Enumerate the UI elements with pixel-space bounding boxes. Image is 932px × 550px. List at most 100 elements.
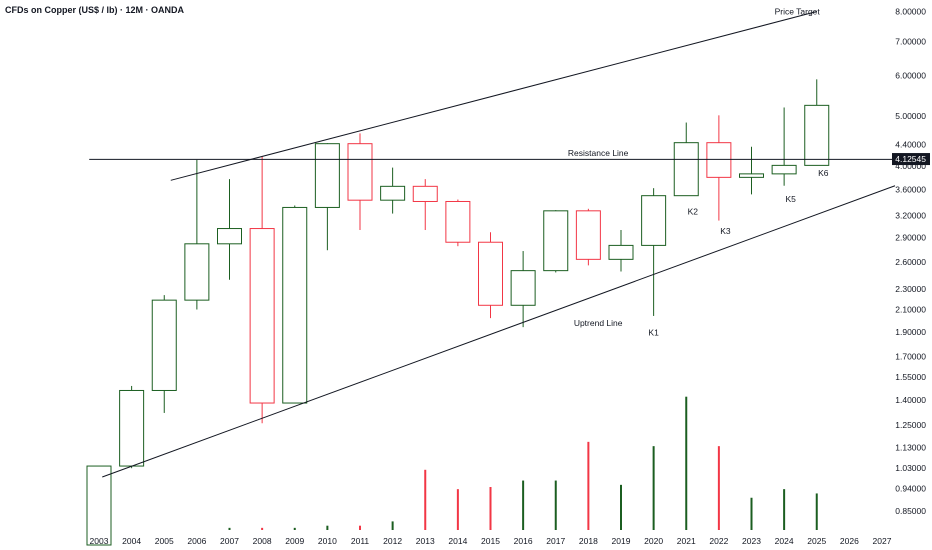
x-tick-2018: 2018 (579, 536, 598, 546)
y-tick-7.00000: 7.00000 (895, 36, 926, 46)
x-tick-2013: 2013 (416, 536, 435, 546)
volume-bar-2024 (783, 489, 786, 530)
candle-body-2009 (282, 206, 308, 404)
candle-body-2008 (249, 228, 275, 404)
y-tick-3.60000: 3.60000 (895, 184, 926, 194)
annotation-k1: K1 (648, 327, 659, 337)
x-tick-2019: 2019 (612, 536, 631, 546)
x-tick-2007: 2007 (220, 536, 239, 546)
candle-body-2003 (86, 465, 112, 546)
volume-bar-2009 (293, 527, 296, 530)
y-tick-2.60000: 2.60000 (895, 257, 926, 267)
x-tick-2008: 2008 (253, 536, 272, 546)
y-tick-3.20000: 3.20000 (895, 211, 926, 221)
x-tick-2020: 2020 (644, 536, 663, 546)
trend-lines (89, 11, 896, 478)
volume-bar-2010 (326, 525, 329, 530)
current-price-label: 4.12545 (895, 154, 926, 164)
annotation-price-target: Price Target (775, 6, 821, 16)
candle-body-2021 (673, 142, 699, 197)
x-tick-2015: 2015 (481, 536, 500, 546)
candle-body-2016 (510, 270, 536, 306)
volume-bar-2020 (652, 446, 655, 530)
candle-body-2005 (151, 299, 177, 391)
x-tick-2014: 2014 (448, 536, 467, 546)
x-tick-2016: 2016 (514, 536, 533, 546)
volume-bar-2007 (228, 527, 231, 530)
candle-body-2004 (119, 389, 145, 467)
x-tick-2023: 2023 (742, 536, 761, 546)
candle-body-2025 (804, 104, 830, 166)
y-tick-1.03000: 1.03000 (895, 463, 926, 473)
x-tick-2025: 2025 (807, 536, 826, 546)
x-tick-2005: 2005 (155, 536, 174, 546)
y-tick-1.25000: 1.25000 (895, 420, 926, 430)
volume-bar-2019 (620, 484, 622, 530)
y-tick-1.90000: 1.90000 (895, 327, 926, 337)
y-tick-0.85000: 0.85000 (895, 506, 926, 516)
volume-bar-2011 (359, 525, 361, 530)
candle-body-2013 (412, 185, 438, 202)
x-tick-2021: 2021 (677, 536, 696, 546)
current-price-badge (892, 153, 930, 166)
y-tick-6.00000: 6.00000 (895, 71, 926, 81)
x-tick-2009: 2009 (285, 536, 304, 546)
annotation-k6: K6 (818, 168, 829, 178)
x-tick-2024: 2024 (775, 536, 794, 546)
chart-title: CFDs on Copper (US$ / lb) · 12M · OANDA (5, 5, 185, 15)
x-tick-2022: 2022 (709, 536, 728, 546)
volume-bar-2018 (587, 441, 590, 530)
candle-body-2015 (478, 241, 503, 306)
y-tick-1.13000: 1.13000 (895, 443, 926, 453)
candle-body-2006 (184, 243, 210, 301)
volume-bar-2008 (261, 527, 264, 530)
x-tick-2026: 2026 (840, 536, 859, 546)
x-tick-2003: 2003 (90, 536, 109, 546)
y-tick-5.00000: 5.00000 (895, 111, 926, 121)
y-tick-4.40000: 4.40000 (895, 140, 926, 150)
x-axis: 2003 2004 2005 2006 2007 2008 2009 2010 2011 2012… (90, 536, 892, 546)
x-tick-2017: 2017 (546, 536, 565, 546)
y-tick-1.70000: 1.70000 (895, 352, 926, 362)
volume-bar-2016 (522, 480, 525, 530)
candle-body-2012 (380, 185, 406, 201)
candles (86, 79, 830, 546)
y-tick-0.94000: 0.94000 (895, 484, 926, 494)
y-axis: 8.00000 7.00000 6.00000 5.00000 4.40000 4.000… (892, 7, 930, 516)
candle-body-2011 (347, 143, 373, 201)
candle-body-2019 (608, 244, 634, 260)
candle-body-2018 (575, 210, 601, 260)
annotation-resistance-line: Resistance Line (568, 148, 629, 158)
y-tick-2.90000: 2.90000 (895, 233, 926, 243)
x-tick-2012: 2012 (383, 536, 402, 546)
annotation-k5: K5 (785, 194, 796, 204)
annotation-k3: K3 (720, 226, 731, 236)
y-tick-1.40000: 1.40000 (895, 395, 926, 405)
volume-bar-2015 (489, 487, 492, 530)
x-tick-2010: 2010 (318, 536, 337, 546)
x-tick-2006: 2006 (187, 536, 206, 546)
candle-body-2007 (217, 228, 242, 245)
y-tick-8.00000: 8.00000 (895, 7, 926, 17)
y-tick-2.30000: 2.30000 (895, 284, 926, 294)
candle-body-2024 (771, 164, 797, 175)
volume-bar-2022 (717, 446, 720, 530)
volume-bar-2012 (391, 521, 394, 530)
volume-bars (228, 396, 818, 530)
x-tick-2011: 2011 (351, 536, 370, 546)
volume-bar-2017 (554, 480, 557, 530)
annotations: Price Target Resistance Line Uptrend Line K… (568, 6, 829, 337)
volume-bar-2021 (685, 396, 688, 530)
candle-body-2023 (739, 173, 764, 178)
trend-upper-line (170, 11, 817, 181)
x-tick-2004: 2004 (122, 536, 141, 546)
volume-bar-2013 (424, 469, 427, 530)
volume-bar-2014 (456, 489, 459, 530)
y-tick-2.10000: 2.10000 (895, 304, 926, 314)
y-tick-4.00000: 4.00000 (895, 161, 926, 171)
volume-bar-2025 (815, 493, 818, 530)
candle-body-2022 (706, 142, 732, 178)
y-tick-1.55000: 1.55000 (895, 372, 926, 382)
annotation-uptrend-line: Uptrend Line (574, 318, 623, 328)
